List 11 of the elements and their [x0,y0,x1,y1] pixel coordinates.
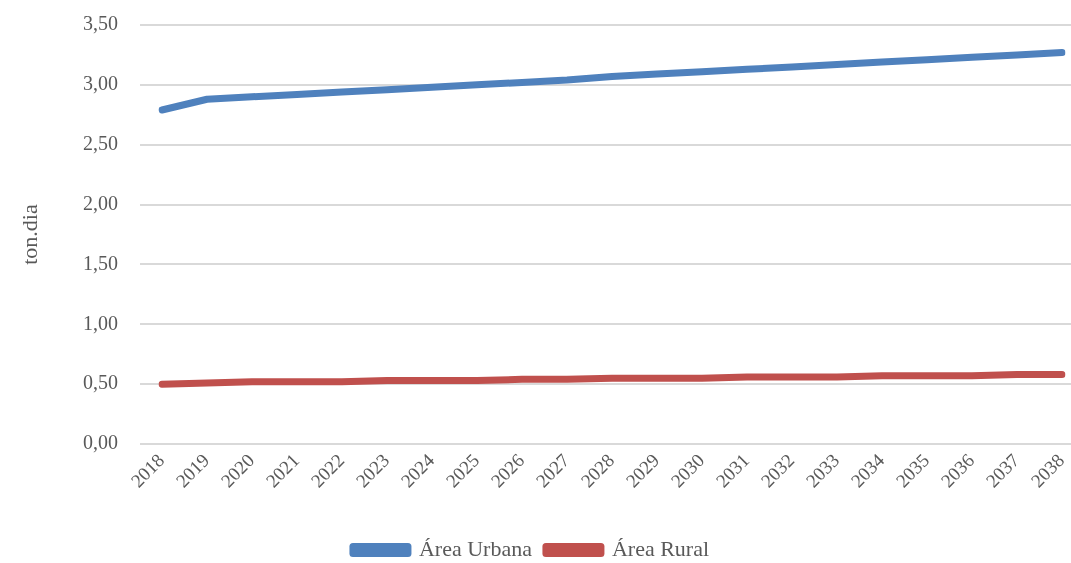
y-tick-label: 1,00 [83,311,118,334]
y-tick-label: 3,00 [83,72,118,95]
y-axis-title: ton.dia [16,204,42,265]
y-tick-label: 2,50 [83,131,118,154]
y-tick-label: 0,00 [83,431,118,454]
legend-label: Área Urbana [418,535,533,561]
legend-label: Área Rural [611,535,710,561]
y-tick-label: 1,50 [83,251,118,274]
y-tick-label: 3,50 [83,12,118,35]
y-tick-label: 2,00 [83,191,118,214]
y-tick-label: 0,50 [83,371,118,394]
